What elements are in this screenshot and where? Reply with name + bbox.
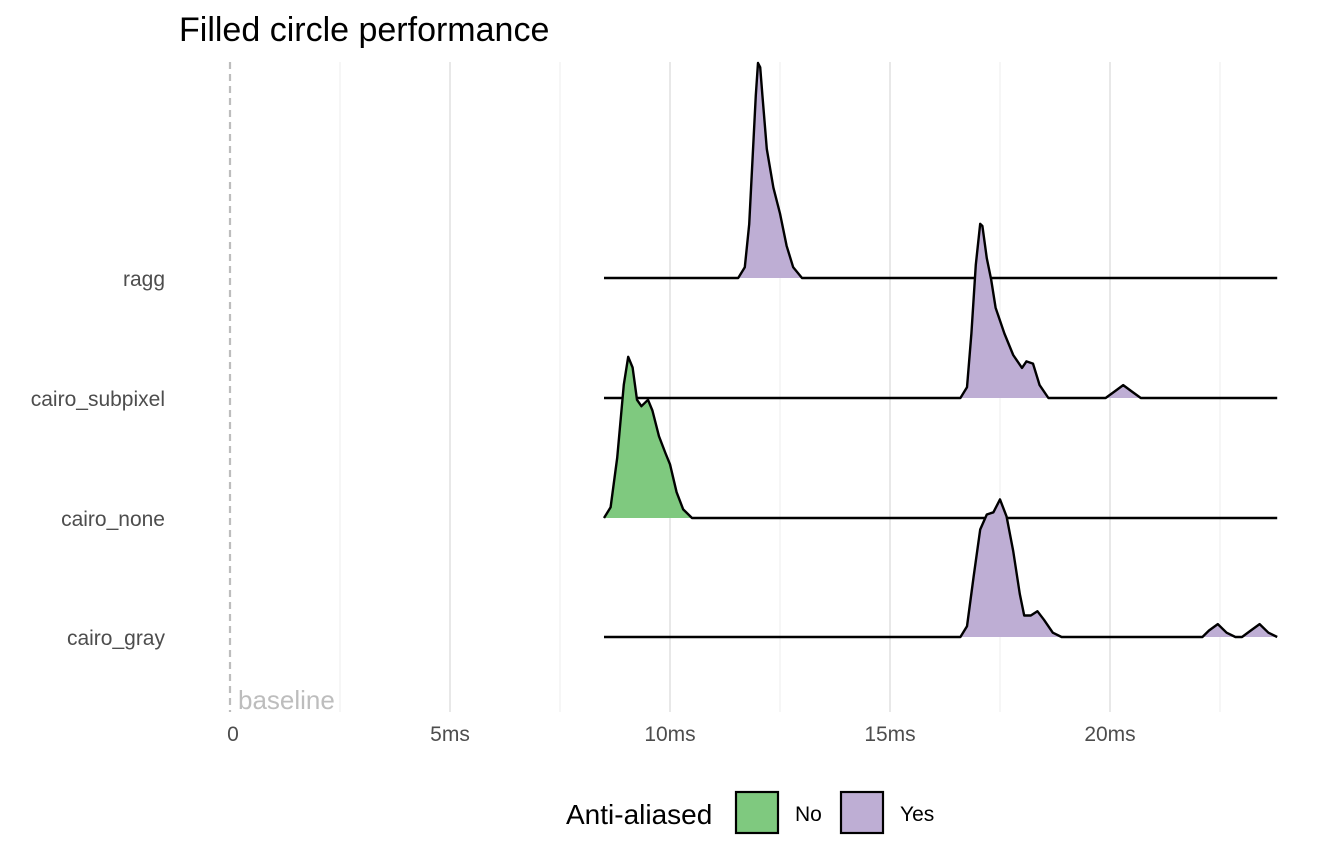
legend: Anti-aliased No Yes <box>566 790 934 835</box>
reference-layer: baseline <box>228 62 335 715</box>
legend-title: Anti-aliased <box>566 799 712 830</box>
ridge-cairo_subpixel <box>604 222 1278 400</box>
ridge-outline-cairo_gray <box>604 498 1278 639</box>
ridge-outline-cairo_subpixel <box>604 222 1278 400</box>
y-tick-label: ragg <box>123 268 165 291</box>
grid-layer <box>339 62 1221 712</box>
y-axis-labels: ragg cairo_subpixel cairo_none cairo_gray <box>31 268 166 650</box>
baseline-label: baseline <box>238 685 335 715</box>
ridge-outline-cairo_none <box>602 355 1278 520</box>
legend-label-no: No <box>795 803 822 826</box>
y-tick-label: cairo_none <box>61 508 165 531</box>
x-axis-labels: 0 5ms 10ms 15ms 20ms <box>227 723 1136 746</box>
x-tick-label: 15ms <box>864 723 915 746</box>
ridge-cairo_gray <box>604 498 1278 639</box>
legend-key-yes <box>839 790 885 835</box>
ridge-fill-cairo_none <box>604 356 692 518</box>
x-tick-label: 20ms <box>1084 723 1135 746</box>
y-tick-label: cairo_gray <box>67 627 166 650</box>
ridge-outline-ragg <box>604 61 1278 280</box>
x-tick-label: 0 <box>227 723 239 746</box>
ridge-layer <box>602 61 1278 639</box>
legend-label-yes: Yes <box>900 803 934 826</box>
x-tick-label: 5ms <box>430 723 470 746</box>
x-tick-label: 10ms <box>644 723 695 746</box>
y-tick-label: cairo_subpixel <box>31 388 165 411</box>
legend-key-no <box>734 790 780 835</box>
ridge-cairo_none <box>602 355 1278 520</box>
chart-title: Filled circle performance <box>179 11 549 49</box>
ridge-fill-cairo_subpixel <box>960 223 1141 398</box>
ridge-ragg <box>604 61 1278 280</box>
